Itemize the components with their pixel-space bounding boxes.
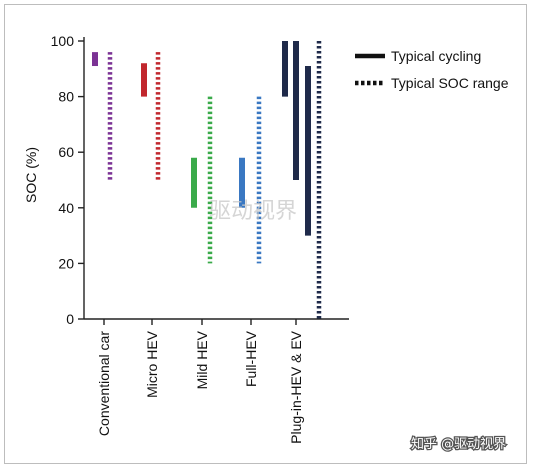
x-tick-label: Micro HEV: [144, 330, 160, 398]
axes: 0 20 40 60 80 100 Conventional car Micro HEV Mil…: [51, 33, 349, 444]
soc-chart: 0 20 40 60 80 100 Conventional car Micro HEV Mil…: [23, 33, 509, 453]
y-tick-label: 40: [58, 200, 74, 216]
x-tick-label: Conventional car: [96, 331, 112, 436]
x-tick-label: Mild HEV: [194, 330, 210, 389]
y-tick-label: 20: [58, 255, 74, 271]
watermark-center: 驱动视界: [209, 199, 297, 224]
y-tick-label: 80: [58, 89, 74, 105]
y-axis-label: SOC (%): [23, 147, 39, 203]
legend-label: Typical cycling: [391, 48, 481, 64]
chart-frame: 0 20 40 60 80 100 Conventional car Micro HEV Mil…: [4, 4, 527, 464]
legend-label: Typical SOC range: [391, 75, 509, 91]
y-tick-label: 100: [51, 33, 75, 49]
watermark-corner: 知乎 @驱动视界: [411, 436, 506, 452]
y-tick-label: 60: [58, 144, 74, 160]
x-tick-label: Full-HEV: [243, 330, 259, 387]
legend: Typical cycling Typical SOC range: [355, 48, 509, 91]
bars: [92, 41, 322, 319]
y-tick-label: 0: [66, 311, 74, 327]
x-tick-label: Plug-in-HEV & EV: [288, 330, 304, 443]
